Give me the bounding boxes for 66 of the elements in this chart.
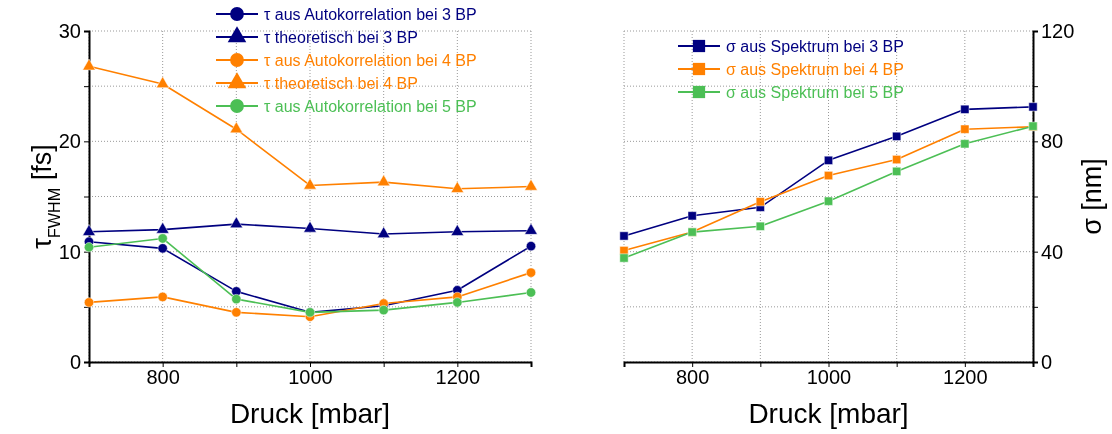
point (157, 233, 168, 244)
point (526, 241, 536, 252)
point (378, 305, 389, 316)
x-tick-label: 800 (675, 366, 710, 389)
point (229, 216, 243, 228)
legend-label: σ aus Spektrum bei 3 BP (726, 38, 904, 55)
point (231, 307, 242, 318)
point (892, 166, 902, 176)
point (824, 196, 833, 206)
point (824, 155, 833, 165)
point (84, 242, 94, 253)
legend-label: τ theoretisch bei 3 BP (264, 29, 418, 46)
y-tick-label: 0 (69, 350, 81, 373)
point (687, 211, 697, 221)
point (619, 253, 629, 263)
legend-label: τ aus Autokorrelation bei 3 BP (264, 6, 477, 23)
point (960, 139, 970, 149)
point (452, 297, 463, 308)
x-tick-label: 1000 (288, 366, 333, 389)
point (892, 131, 902, 141)
point (82, 224, 96, 236)
y-tick-label: 30 (58, 19, 81, 42)
x-tick-label: 1200 (943, 366, 988, 389)
point (450, 224, 464, 236)
point (156, 222, 170, 234)
y2-axis-title: σ [nm] (1077, 158, 1107, 235)
point (526, 287, 536, 298)
legend-label: τ aus Autokorrelation bei 4 BP (264, 52, 477, 69)
x-tick-label: 800 (146, 366, 180, 389)
point (450, 181, 464, 193)
point (84, 297, 94, 308)
point (303, 177, 317, 190)
point (524, 223, 538, 235)
point (960, 124, 970, 134)
point (82, 58, 96, 71)
point (755, 197, 765, 207)
point (526, 267, 536, 278)
point (377, 174, 391, 187)
point (157, 291, 168, 302)
x-axis-title: Druck [mbar] (748, 398, 909, 429)
legend-label: σ aus Spektrum bei 4 BP (726, 61, 904, 78)
point (156, 76, 170, 88)
legend-label: τ aus Autokorrelation bei 5 BP (264, 98, 477, 115)
y2-tick-label: 120 (1041, 19, 1075, 42)
point (892, 155, 902, 164)
point (231, 294, 242, 305)
point (619, 231, 629, 241)
legend-label: τ theoretisch bei 4 BP (264, 75, 418, 92)
x-tick-label: 1200 (435, 366, 481, 389)
y2-tick-label: 0 (1041, 350, 1053, 373)
x-tick-label: 1000 (806, 366, 852, 389)
point (524, 178, 538, 191)
point (377, 226, 391, 238)
y-tick-label: 20 (58, 130, 81, 153)
y2-tick-label: 80 (1041, 130, 1064, 153)
y-tick-label: 10 (58, 240, 81, 263)
x-axis-title: Druck [mbar] (229, 398, 391, 429)
point (824, 171, 833, 180)
point (303, 220, 317, 233)
point (1028, 102, 1038, 112)
point (157, 243, 168, 254)
y2-tick-label: 40 (1041, 240, 1064, 263)
point (960, 104, 970, 114)
point (229, 121, 243, 134)
legend-label: σ aus Spektrum bei 5 BP (726, 84, 904, 101)
point (755, 221, 765, 231)
